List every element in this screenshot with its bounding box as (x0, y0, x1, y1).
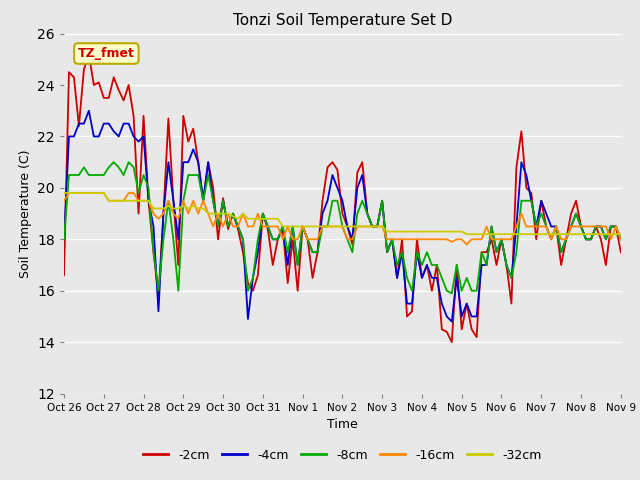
-16cm (532, 224, 540, 229)
-2cm (80, 67, 88, 72)
-32cm (463, 231, 470, 237)
-4cm (60, 237, 68, 242)
Line: -32cm: -32cm (64, 193, 621, 234)
-2cm (244, 280, 252, 286)
Y-axis label: Soil Temperature (C): Soil Temperature (C) (19, 149, 31, 278)
-32cm (239, 211, 247, 216)
-8cm (587, 237, 595, 242)
-2cm (617, 249, 625, 255)
Legend: -2cm, -4cm, -8cm, -16cm, -32cm: -2cm, -4cm, -8cm, -16cm, -32cm (138, 444, 547, 467)
-16cm (60, 198, 68, 204)
-4cm (448, 319, 456, 324)
-8cm (617, 237, 625, 242)
Title: Tonzi Soil Temperature Set D: Tonzi Soil Temperature Set D (233, 13, 452, 28)
-4cm (75, 120, 83, 126)
-4cm (617, 237, 625, 242)
-16cm (587, 224, 595, 229)
-32cm (617, 231, 625, 237)
-8cm (110, 159, 118, 165)
-16cm (85, 190, 93, 196)
Text: TZ_fmet: TZ_fmet (78, 47, 135, 60)
-2cm (75, 123, 83, 129)
-4cm (488, 224, 495, 229)
-4cm (532, 224, 540, 229)
-16cm (488, 237, 495, 242)
-2cm (488, 237, 495, 242)
-8cm (532, 224, 540, 229)
-32cm (60, 190, 68, 196)
-4cm (587, 237, 595, 242)
-2cm (587, 237, 595, 242)
-4cm (244, 316, 252, 322)
-8cm (80, 165, 88, 170)
-2cm (60, 273, 68, 278)
-4cm (85, 108, 93, 114)
-8cm (448, 290, 456, 296)
-16cm (244, 224, 252, 229)
-8cm (75, 172, 83, 178)
-32cm (527, 231, 535, 237)
-2cm (85, 51, 93, 57)
-16cm (65, 190, 73, 196)
Line: -2cm: -2cm (64, 54, 621, 342)
-16cm (617, 237, 625, 242)
-2cm (532, 237, 540, 242)
-4cm (80, 120, 88, 126)
-32cm (75, 190, 83, 196)
Line: -8cm: -8cm (64, 162, 621, 293)
-32cm (80, 190, 88, 196)
Line: -16cm: -16cm (64, 193, 621, 244)
-32cm (582, 231, 590, 237)
-8cm (488, 224, 495, 229)
Line: -4cm: -4cm (64, 111, 621, 322)
X-axis label: Time: Time (327, 418, 358, 431)
-16cm (80, 190, 88, 196)
-8cm (60, 237, 68, 242)
-2cm (448, 339, 456, 345)
-32cm (483, 231, 490, 237)
-16cm (463, 241, 470, 247)
-8cm (244, 288, 252, 294)
